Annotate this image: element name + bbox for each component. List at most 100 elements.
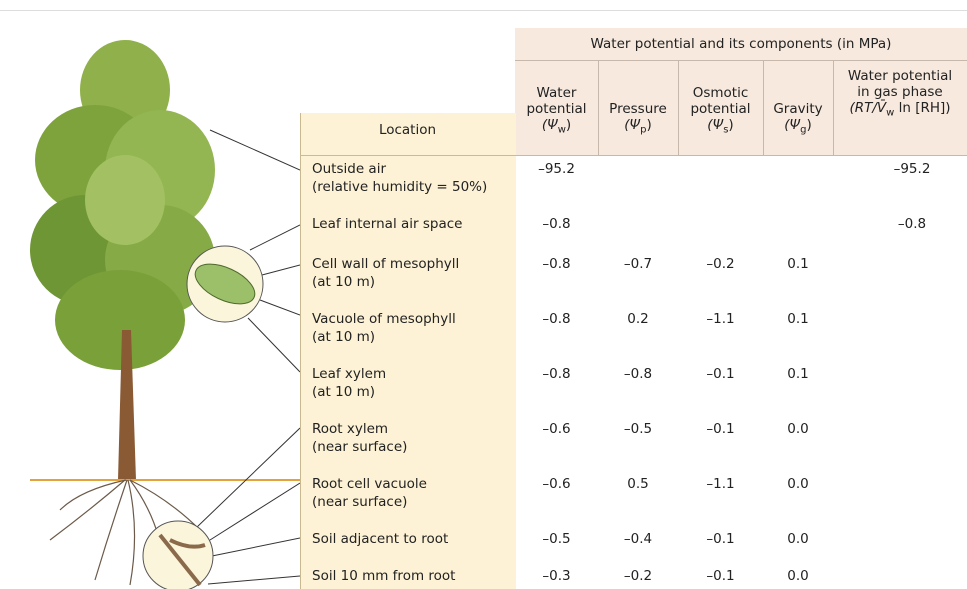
header-line: Pressure (609, 101, 667, 117)
header-line: Osmotic (692, 85, 749, 101)
value-cell: –0.1 (706, 421, 735, 437)
location-cell: Root cell vacuole (near surface) (312, 475, 512, 511)
location-line: Soil 10 mm from root (312, 568, 456, 584)
value-cell: –0.8 (542, 256, 571, 272)
value-cell: 0.1 (787, 256, 809, 272)
location-cell: Soil adjacent to root (312, 530, 512, 548)
header-symbol: (Ψp) (598, 117, 678, 139)
location-line: (at 10 m) (312, 329, 376, 345)
location-line: Outside air (312, 161, 386, 177)
value-cell: –0.5 (542, 531, 571, 547)
value-cell: 0.0 (787, 476, 809, 492)
location-cell: Leaf internal air space (312, 215, 512, 233)
symbol-part: ) (565, 117, 572, 133)
value-cell: –1.1 (706, 476, 735, 492)
leaf (194, 263, 256, 305)
value-cell: –0.8 (623, 366, 653, 382)
symbol-sub: g (800, 124, 807, 136)
location-line: (near surface) (312, 494, 408, 510)
symbol-part: (Ψ (624, 117, 641, 133)
column-header: Water potential in gas phase (RT/V̄w ln [R… (833, 68, 967, 122)
symbol-sub: w (557, 124, 566, 136)
symbol-sub: p (640, 124, 647, 136)
location-cell: Soil 10 mm from root (312, 567, 512, 585)
value-cell: –0.7 (623, 256, 653, 272)
value-cell: –0.6 (542, 421, 571, 437)
value-cell: –0.8 (542, 366, 571, 382)
value-cell: 0.2 (627, 311, 649, 327)
location-line: Root cell vacuole (312, 476, 427, 492)
tree-illustration (30, 40, 300, 589)
location-cell: Leaf xylem (at 10 m) (312, 365, 512, 401)
value-cell: 0.5 (627, 476, 649, 492)
value-cell: –0.8 (897, 216, 927, 232)
value-cell: 0.0 (787, 568, 809, 584)
value-cell: –0.3 (542, 568, 571, 584)
location-cell: Outside air (relative humidity = 50%) (312, 160, 512, 196)
header-symbol: (Ψs) (678, 117, 763, 139)
header-line: in gas phase (857, 84, 943, 100)
location-header: Location (378, 122, 437, 138)
symbol-sub: w (886, 107, 895, 119)
header-line: potential (526, 101, 587, 117)
value-cell: 0.1 (787, 366, 809, 382)
header-symbol: (Ψg) (763, 117, 833, 139)
header-band (515, 28, 967, 155)
leader-lines (195, 129, 300, 585)
trunk (118, 330, 136, 480)
column-header: Osmotic potential (Ψs) (678, 85, 763, 139)
value-cell: –0.1 (706, 366, 735, 382)
value-cell: 0.0 (787, 421, 809, 437)
location-line: (near surface) (312, 439, 408, 455)
location-line: (at 10 m) (312, 274, 376, 290)
location-cell: Vacuole of mesophyll (at 10 m) (312, 310, 512, 346)
symbol-sub: s (723, 124, 729, 136)
header-line: Gravity (773, 101, 823, 117)
value-cell: –0.1 (706, 568, 735, 584)
location-line: (at 10 m) (312, 384, 376, 400)
column-rule (763, 60, 764, 155)
location-line: Soil adjacent to root (312, 531, 449, 547)
value-cell: –0.2 (706, 256, 735, 272)
location-line: Cell wall of mesophyll (312, 256, 460, 272)
value-cell: –0.1 (706, 531, 735, 547)
value-cell: –95.2 (538, 161, 575, 177)
symbol-part: (Ψ (707, 117, 724, 133)
header-line: potential (690, 101, 751, 117)
header-line: Water potential (847, 68, 953, 84)
location-line: (relative humidity = 50%) (312, 179, 488, 195)
header-rule (515, 60, 967, 61)
symbol-part: ln [RH]) (894, 100, 951, 116)
column-header: Water potential (Ψw) (515, 85, 598, 139)
root-hair (158, 533, 206, 587)
location-line: Root xylem (312, 421, 389, 437)
symbol-part: (RT/V̄ (849, 100, 887, 116)
location-cell: Root xylem (near surface) (312, 420, 512, 456)
value-cell: –1.1 (706, 311, 735, 327)
value-cell: –0.6 (542, 476, 571, 492)
column-header: Gravity (Ψg) (763, 101, 833, 139)
column-header: Pressure (Ψp) (598, 101, 678, 139)
value-cell: –95.2 (893, 161, 931, 177)
location-column (300, 113, 516, 589)
header-symbol: (Ψw) (515, 117, 598, 139)
foliage (30, 40, 215, 370)
value-cell: –0.4 (623, 531, 653, 547)
group-title: Water potential and its components (in M… (590, 36, 892, 52)
column-rule (833, 60, 834, 155)
symbol-part: ) (728, 117, 734, 133)
value-cell: –0.8 (542, 216, 571, 232)
location-line: Vacuole of mesophyll (312, 311, 456, 327)
value-cell: –0.2 (623, 568, 653, 584)
header-rule (300, 155, 967, 156)
header-line: Water (536, 85, 577, 101)
value-cell: 0.1 (787, 311, 809, 327)
header-symbol: (RT/V̄w ln [RH]) (833, 100, 967, 122)
symbol-part: ) (806, 117, 812, 133)
top-rule (0, 10, 967, 11)
column-rule (678, 60, 679, 155)
symbol-part: (Ψ (784, 117, 801, 133)
value-cell: –0.5 (623, 421, 653, 437)
column-rule (598, 60, 599, 155)
